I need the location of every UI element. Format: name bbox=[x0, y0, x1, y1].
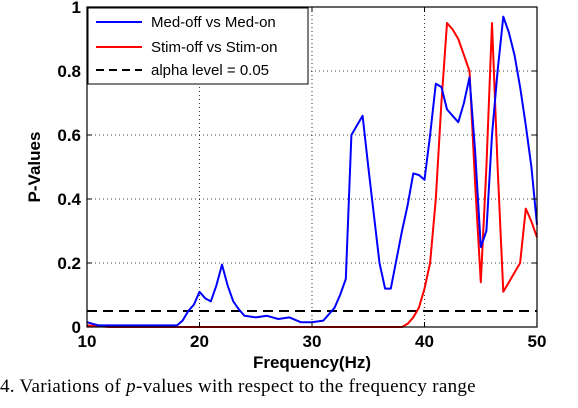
grid bbox=[87, 7, 537, 327]
y-tick-label-2: 0.4 bbox=[57, 190, 81, 209]
caption-suffix: -values with respect to the frequency ra… bbox=[135, 376, 476, 397]
caption-italic: p bbox=[126, 376, 136, 397]
x-tick-label-2: 30 bbox=[303, 332, 322, 351]
x-tick-label-4: 50 bbox=[528, 332, 547, 351]
y-tick-label-3: 0.6 bbox=[57, 126, 81, 145]
y-tick-label-0: 0 bbox=[72, 318, 81, 337]
legend-label-med: Med-off vs Med-on bbox=[151, 14, 276, 31]
y-tick-label-1: 0.2 bbox=[57, 254, 81, 273]
x-tick-label-3: 40 bbox=[415, 332, 434, 351]
y-tick-label-5: 1 bbox=[72, 0, 81, 17]
legend-label-alpha: alpha level = 0.05 bbox=[151, 62, 269, 79]
x-tick-label-1: 20 bbox=[190, 332, 209, 351]
x-axis-title: Frequency(Hz) bbox=[253, 353, 371, 372]
figure-caption: 4. Variations of p-values with respect t… bbox=[0, 376, 578, 408]
x-tick-label-0: 10 bbox=[78, 332, 97, 351]
y-axis-title: P-Values bbox=[25, 132, 44, 203]
legend: Med-off vs Med-on Stim-off vs Stim-on al… bbox=[87, 7, 309, 85]
y-tick-label-4: 0.8 bbox=[57, 62, 81, 81]
chart: 10 20 30 40 50 0 0.2 0.4 0.6 0.8 1 Med-off vs Med-… bbox=[25, 0, 546, 372]
legend-label-stim: Stim-off vs Stim-on bbox=[151, 39, 277, 56]
ticks-group: 10 20 30 40 50 0 0.2 0.4 0.6 0.8 1 bbox=[57, 0, 546, 351]
caption-prefix: 4. Variations of bbox=[0, 376, 127, 397]
series-line-0 bbox=[86, 15, 538, 327]
